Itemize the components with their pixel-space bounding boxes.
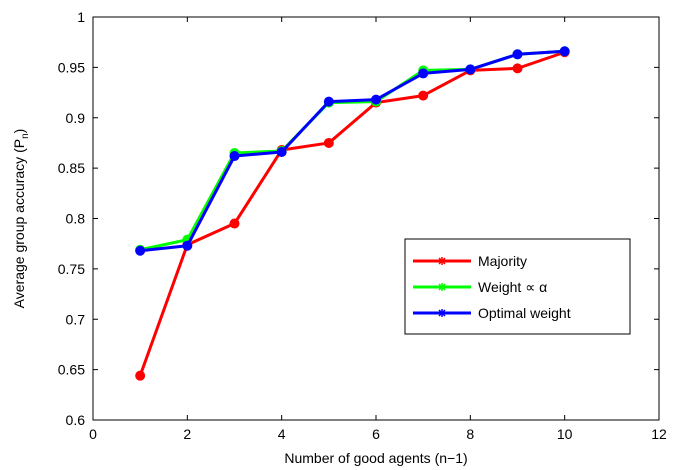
series-line [138,50,566,377]
series-layer [135,46,570,381]
y-tick-label: 0.75 [58,261,85,277]
y-tick-label: 0.85 [58,160,85,176]
x-axis-title: Number of good agents (n−1) [284,450,467,466]
series-line [140,49,565,253]
data-point [323,96,334,107]
y-tick-label: 0.95 [58,59,85,75]
legend-marker [438,283,446,291]
y-tick-label: 0.7 [66,311,86,327]
x-tick-label: 6 [372,426,380,442]
data-point [229,218,240,229]
data-point [182,240,193,251]
data-point [512,49,523,60]
legend-marker [438,257,446,265]
legend-label: Majority [478,253,527,269]
x-tick-label: 2 [183,426,191,442]
y-axis-ticks: 0.6 0.65 0.7 0.75 0.8 0.85 0.9 0.95 1 [58,9,659,428]
data-point [418,68,429,79]
y-axis-title-suffix: ) [11,129,27,134]
y-tick-label: 0.6 [66,412,86,428]
y-axis-title-main: Average group accuracy (P [11,139,27,308]
data-point [512,63,523,74]
data-point [135,370,146,381]
data-point [323,137,334,148]
x-axis-ticks: 0 2 4 6 8 10 12 [89,17,667,442]
y-axis-title: Average group accuracy (Pn) [11,129,31,309]
data-point [276,147,287,158]
y-tick-label: 1 [77,9,85,25]
y-axis-title-subscript: n [20,133,31,139]
data-point [371,94,381,105]
plot-area [92,16,660,421]
y-tick-label: 0.9 [66,110,86,126]
legend-marker [438,309,446,317]
data-point [418,90,429,101]
x-tick-label: 12 [651,426,667,442]
x-tick-label: 4 [278,426,286,442]
legend-label: Optimal weight [478,305,571,321]
data-point [465,64,476,75]
legend-label: Weight ∝ α [478,279,547,295]
legend: Majority Weight ∝ α Optimal weight [404,238,631,335]
x-tick-label: 0 [89,426,97,442]
data-point [559,46,570,57]
data-point [229,151,240,162]
x-tick-label: 8 [466,426,474,442]
series-group [135,46,570,256]
y-tick-label: 0.65 [58,362,85,378]
y-tick-label: 0.8 [66,211,86,227]
data-point [135,245,146,256]
x-tick-label: 10 [557,426,573,442]
